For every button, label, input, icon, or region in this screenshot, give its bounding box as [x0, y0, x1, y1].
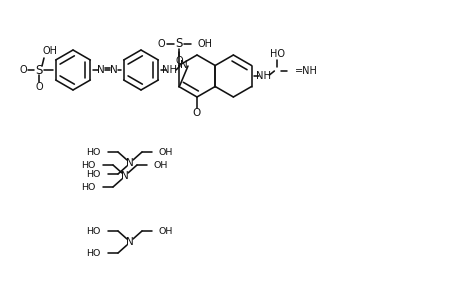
Text: NH: NH	[162, 65, 177, 75]
Text: N: N	[180, 60, 187, 70]
Text: OH: OH	[197, 39, 212, 48]
Text: NH: NH	[255, 71, 270, 81]
Text: HO: HO	[86, 170, 101, 178]
Text: O: O	[35, 82, 43, 92]
Text: O: O	[157, 39, 164, 48]
Text: N: N	[126, 158, 134, 168]
Text: OH: OH	[159, 226, 173, 236]
Text: N: N	[121, 171, 129, 181]
Text: S: S	[35, 64, 43, 76]
Text: O: O	[192, 108, 201, 118]
Text: OH: OH	[154, 161, 168, 170]
Text: =NH: =NH	[295, 66, 318, 76]
Text: N: N	[126, 237, 134, 247]
Text: HO: HO	[81, 161, 96, 170]
Text: OH: OH	[43, 46, 58, 56]
Text: N: N	[110, 65, 117, 75]
Text: HO: HO	[86, 226, 101, 236]
Text: S: S	[175, 37, 182, 50]
Text: HO: HO	[81, 182, 96, 192]
Text: O: O	[175, 55, 182, 65]
Text: OH: OH	[159, 147, 173, 156]
Text: HO: HO	[86, 248, 101, 258]
Text: HO: HO	[269, 49, 284, 59]
Text: O: O	[19, 65, 27, 75]
Text: N: N	[97, 65, 105, 75]
Text: HO: HO	[86, 147, 101, 156]
